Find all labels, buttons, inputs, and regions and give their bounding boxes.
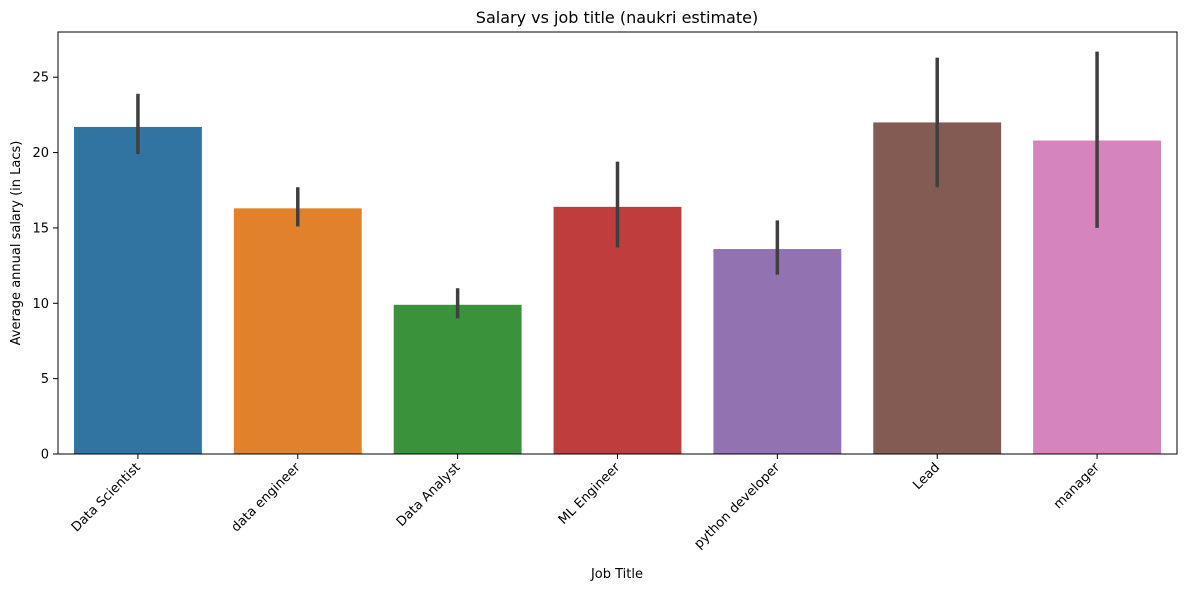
error-bars-layer [136,51,1099,319]
x-tick-label: Data Analyst [394,460,464,530]
chart-title: Salary vs job title (naukri estimate) [476,8,758,27]
bar [73,126,202,454]
x-tick-label: data engineer [229,460,304,535]
x-tick-label: python developer [691,460,783,552]
x-axis-ticks: Data Scientist data engineer Data Analyst M… [69,454,1103,552]
bar [233,208,362,454]
y-tick-label: 25 [32,71,49,86]
x-axis-label: Job Title [590,567,643,582]
bar [713,249,842,454]
bars-layer [73,122,1162,454]
bar [393,304,522,454]
x-tick-label: Data Scientist [69,460,144,535]
y-tick-label: 15 [32,221,49,236]
y-tick-label: 20 [32,146,49,161]
x-tick-label: manager [1051,460,1103,512]
bar [553,206,682,454]
y-tick-label: 10 [32,297,49,312]
y-axis-label: Average annual salary (in Lacs) [9,141,24,346]
x-tick-label: ML Engineer [556,460,624,528]
y-axis-ticks: 0 5 10 15 20 25 [32,71,58,463]
x-tick-label: Lead [910,460,943,493]
y-tick-label: 5 [41,372,49,387]
y-tick-label: 0 [41,448,49,463]
